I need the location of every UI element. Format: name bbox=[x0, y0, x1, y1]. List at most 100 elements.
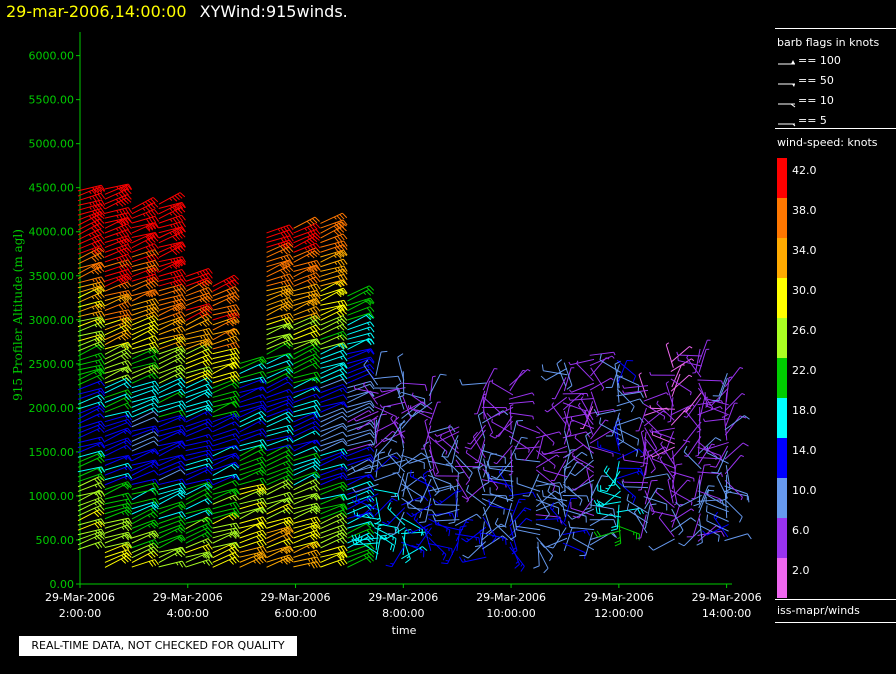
wind-barb bbox=[212, 488, 240, 495]
wind-barb-flag bbox=[205, 510, 210, 517]
wind-barb bbox=[347, 400, 375, 408]
wind-barb-staff bbox=[158, 465, 182, 476]
wind-barb-flag bbox=[419, 496, 423, 503]
wind-barb bbox=[212, 444, 240, 452]
wind-barb-flag bbox=[586, 529, 591, 536]
wind-barb-staff bbox=[131, 341, 156, 350]
wind-barb-staff bbox=[563, 410, 572, 435]
wind-barb-flag bbox=[370, 381, 375, 387]
wind-barb-flag bbox=[405, 528, 411, 534]
wind-barb-half-flag bbox=[202, 540, 205, 544]
wind-barb bbox=[432, 469, 460, 477]
wind-barb-flag bbox=[558, 501, 563, 508]
wind-barb-staff bbox=[537, 541, 540, 566]
wind-barb-staff bbox=[185, 483, 208, 496]
wind-barb bbox=[320, 422, 348, 432]
wind-barb bbox=[644, 490, 655, 516]
wind-barb bbox=[347, 458, 374, 471]
wind-barb-flag bbox=[235, 488, 240, 495]
wind-barb-flag bbox=[693, 503, 700, 507]
wind-barb-flag bbox=[145, 226, 151, 232]
wind-barb-staff bbox=[347, 458, 370, 471]
wind-barb bbox=[347, 289, 374, 302]
wind-barb-staff bbox=[212, 382, 235, 394]
wind-barb-staff bbox=[374, 522, 399, 529]
wind-barb-staff bbox=[387, 454, 406, 473]
wind-barb-staff bbox=[131, 202, 154, 215]
wind-barb bbox=[293, 516, 321, 525]
wind-barb-half-flag bbox=[169, 208, 173, 212]
wind-barb-staff bbox=[652, 446, 675, 458]
wind-barb-half-flag bbox=[334, 281, 338, 286]
wind-barb-staff bbox=[185, 292, 209, 302]
wind-barb-half-flag bbox=[556, 454, 560, 458]
wind-barb-staff bbox=[77, 184, 102, 192]
wind-barb-staff bbox=[401, 546, 423, 560]
wind-barb-flag bbox=[178, 275, 184, 282]
wind-barb-staff bbox=[570, 507, 595, 517]
wind-barb-staff bbox=[590, 357, 607, 377]
wind-barb-flag bbox=[127, 492, 133, 499]
wind-barb-staff bbox=[185, 366, 210, 374]
wind-barb bbox=[562, 494, 590, 503]
wind-barb-staff bbox=[158, 381, 181, 394]
wind-barb-staff bbox=[293, 272, 317, 282]
wind-barb-flag bbox=[284, 343, 291, 349]
wind-barb bbox=[104, 492, 133, 500]
wind-barb bbox=[599, 417, 622, 436]
wind-barb-flag bbox=[181, 221, 186, 228]
wind-barb-flag bbox=[228, 559, 234, 565]
wind-barb-half-flag bbox=[259, 387, 263, 391]
wind-barb bbox=[266, 235, 294, 244]
wind-barb-flag bbox=[339, 220, 345, 227]
wind-barb-flag bbox=[235, 542, 240, 549]
wind-barb-half-flag bbox=[648, 450, 652, 452]
wind-barb-flag bbox=[366, 496, 372, 503]
wind-barb-staff bbox=[293, 430, 316, 442]
wind-barb bbox=[320, 518, 348, 530]
wind-barb bbox=[131, 539, 159, 549]
wind-barb bbox=[405, 455, 433, 464]
wind-barb-flag bbox=[432, 469, 436, 477]
wind-barb-flag bbox=[310, 314, 315, 321]
wind-barb bbox=[320, 387, 348, 399]
wind-barb-flag bbox=[151, 260, 157, 267]
wind-barb-flag bbox=[307, 262, 312, 269]
wind-barb-staff bbox=[481, 449, 506, 458]
wind-barb-flag bbox=[178, 279, 184, 286]
wind-barb-staff bbox=[185, 523, 209, 534]
wind-barb bbox=[670, 374, 693, 392]
wind-barb-staff bbox=[77, 341, 101, 352]
wind-barb-half-flag bbox=[553, 465, 556, 469]
wind-barb bbox=[563, 430, 571, 458]
wind-barb-flag bbox=[234, 421, 240, 427]
wind-barb-flag bbox=[229, 314, 235, 320]
wind-barb-flag bbox=[100, 528, 106, 535]
wind-barb-flag bbox=[256, 536, 261, 542]
wind-barb-half-flag bbox=[91, 306, 95, 310]
wind-barb-staff bbox=[77, 380, 101, 391]
wind-barb-flag bbox=[235, 312, 240, 319]
wind-barb-staff bbox=[427, 485, 452, 492]
wind-barb-staff bbox=[399, 424, 405, 449]
wind-barb bbox=[104, 301, 132, 311]
wind-barb-flag bbox=[94, 194, 100, 201]
wind-barb-flag bbox=[181, 259, 186, 265]
wind-barb-staff bbox=[509, 541, 520, 565]
wind-barb-flag bbox=[368, 521, 374, 528]
wind-barb bbox=[239, 400, 267, 408]
wind-barb bbox=[266, 246, 294, 258]
wind-barb-flag bbox=[286, 517, 291, 524]
wind-barb-half-flag bbox=[151, 396, 155, 400]
wind-barb bbox=[320, 315, 348, 326]
wind-barb-staff bbox=[562, 484, 583, 501]
wind-barb-staff bbox=[401, 401, 423, 414]
wind-barb-flag bbox=[207, 319, 213, 325]
wind-barb-flag bbox=[91, 189, 97, 196]
wind-barb bbox=[428, 474, 452, 491]
wind-barb-flag bbox=[342, 402, 348, 408]
x-tick-date-label: 29-Mar-2006 bbox=[584, 591, 654, 604]
wind-barb-half-flag bbox=[286, 445, 290, 449]
wind-barb-staff bbox=[131, 328, 154, 341]
wind-barb-staff bbox=[524, 440, 540, 461]
